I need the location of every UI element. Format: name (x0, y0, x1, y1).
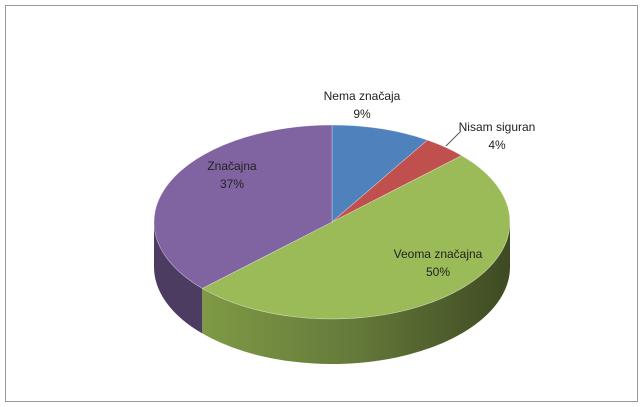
slice-value-label: 4% (488, 138, 506, 152)
pie (153, 124, 511, 364)
slice (153, 124, 333, 289)
slice-label: Veoma značajna (394, 247, 483, 261)
slice (331, 139, 463, 223)
slice-side (202, 222, 510, 364)
slice-value-label: 37% (220, 177, 244, 191)
slice-label: Nema značaja (324, 89, 401, 103)
slice-value-label: 50% (426, 265, 450, 279)
slice-value-label: 9% (353, 107, 371, 121)
slice (331, 124, 429, 223)
slice-label: Nisam siguran (459, 120, 536, 134)
slice-side (154, 222, 203, 334)
leader-line (445, 130, 462, 147)
slice (201, 155, 511, 320)
slice-label: Značajna (207, 159, 257, 173)
